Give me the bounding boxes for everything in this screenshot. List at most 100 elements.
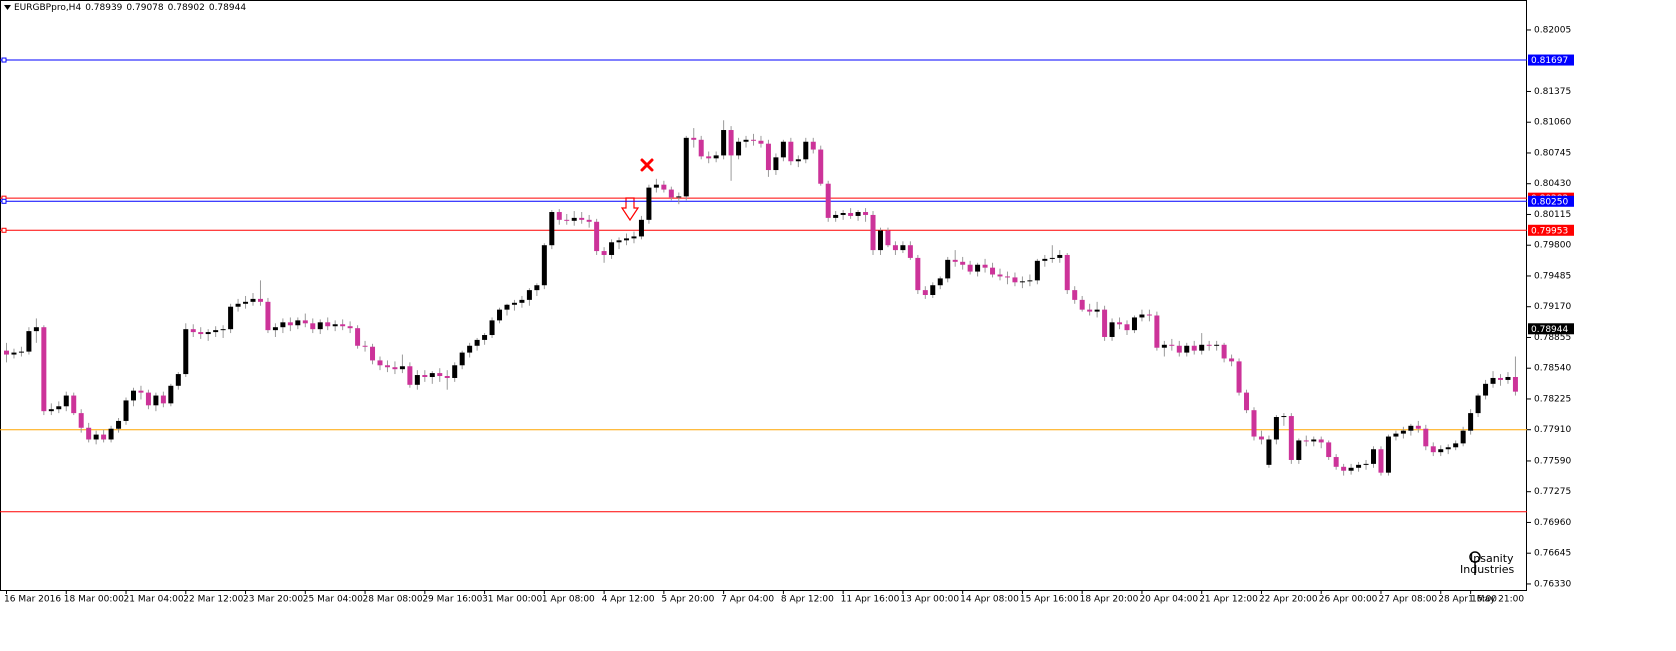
candle-body xyxy=(287,322,293,326)
candle-body xyxy=(1498,377,1503,380)
candle-body xyxy=(765,143,771,171)
candle-body xyxy=(773,157,779,171)
candle-body xyxy=(1019,281,1025,283)
y-tick-label: 0.77910 xyxy=(1534,425,1571,435)
candle-body xyxy=(877,230,883,251)
candle-body xyxy=(1161,344,1167,348)
candle-body xyxy=(317,322,323,330)
candle-body xyxy=(429,373,435,377)
candle-body xyxy=(347,326,353,329)
candle-body xyxy=(504,304,510,310)
close: 0.78944 xyxy=(208,3,247,13)
x-tick-label: 1 Apr 08:00 xyxy=(542,595,595,605)
candle-body xyxy=(332,324,338,327)
y-tick-label: 0.76330 xyxy=(1534,579,1571,589)
symbol: EURGBPpro,H4 xyxy=(14,3,82,13)
candle-body xyxy=(1154,315,1160,348)
candle-body xyxy=(1199,344,1205,351)
x-tick-label: 18 Mar 00:00 xyxy=(64,595,124,605)
candle-body xyxy=(967,264,973,272)
candle-body xyxy=(1139,314,1145,318)
candle-body xyxy=(691,137,697,140)
y-tick-label: 0.76960 xyxy=(1534,518,1571,528)
candle-body xyxy=(1221,344,1227,359)
level-anchor xyxy=(1,198,7,204)
candle-body xyxy=(713,155,719,159)
candle-body xyxy=(205,332,211,335)
candle-body xyxy=(848,213,854,216)
candle-body xyxy=(1423,428,1429,447)
candle-body xyxy=(1049,257,1055,259)
candle-body xyxy=(594,221,600,252)
candle-body xyxy=(459,352,465,366)
candle-body xyxy=(474,339,480,346)
candle-body xyxy=(295,320,301,326)
x-tick-label: 29 Mar 16:00 xyxy=(422,595,482,605)
y-tick-label: 0.78225 xyxy=(1534,394,1571,404)
candle-body xyxy=(18,351,24,353)
candle-body xyxy=(1229,358,1235,362)
x-tick-label: 22 Apr 20:00 xyxy=(1259,595,1318,605)
candle-body xyxy=(863,212,869,215)
candle-body xyxy=(101,434,107,440)
candle-body xyxy=(63,395,69,407)
candle-body xyxy=(243,301,249,304)
candle-body xyxy=(676,196,682,198)
candle-body xyxy=(1109,322,1115,337)
y-tick-label: 0.79485 xyxy=(1534,271,1571,281)
candle-body xyxy=(1288,416,1294,460)
candle-body xyxy=(265,301,271,331)
sell-signal xyxy=(640,158,654,172)
y-tick-label: 0.82005 xyxy=(1534,25,1571,35)
candle-body xyxy=(362,345,368,347)
x-tick-label: 4 Apr 12:00 xyxy=(602,595,655,605)
current-price-bg xyxy=(1528,323,1574,335)
candle-body xyxy=(153,395,159,406)
x-tick-label: 20 Apr 04:00 xyxy=(1139,595,1198,605)
level-label-bg xyxy=(1528,54,1574,66)
candle-body xyxy=(138,390,144,393)
candle-body xyxy=(190,329,196,333)
candle-body xyxy=(601,251,607,255)
candle-body xyxy=(541,245,547,286)
candle-body xyxy=(1453,443,1459,448)
candle-body xyxy=(706,156,712,159)
x-tick-label: 26 Apr 00:00 xyxy=(1319,595,1378,605)
y-tick-label: 0.78855 xyxy=(1534,333,1571,343)
watermark-logo xyxy=(1469,551,1481,575)
candle-body xyxy=(228,306,234,330)
level-label-bg xyxy=(1528,195,1574,207)
candle-body xyxy=(1251,410,1257,437)
x-tick-label: 28 Apr 16:00 xyxy=(1438,595,1497,605)
candle-body xyxy=(407,366,413,385)
y-tick-label: 0.80115 xyxy=(1534,210,1571,220)
candle-body xyxy=(497,309,503,321)
candle-body xyxy=(302,320,308,324)
candle-body xyxy=(41,327,47,412)
candle-body xyxy=(1483,383,1489,396)
menu-triangle[interactable] xyxy=(4,5,11,10)
candle-body xyxy=(818,149,824,184)
candle-body xyxy=(384,365,390,368)
candle-body xyxy=(997,274,1003,277)
candle-body xyxy=(780,141,786,158)
candle-body xyxy=(1438,449,1444,453)
candle-body xyxy=(1318,439,1324,443)
candle-body xyxy=(751,139,756,141)
x-tick-label: 27 Apr 08:00 xyxy=(1378,595,1437,605)
level-label: 0.80250 xyxy=(1531,197,1568,207)
candle-body xyxy=(340,324,346,327)
candle-body xyxy=(653,184,659,188)
y-tick-label: 0.81375 xyxy=(1534,87,1571,97)
candle-body xyxy=(145,392,151,406)
level-label: 0.81697 xyxy=(1531,56,1568,66)
x-tick-label: 25 Mar 04:00 xyxy=(303,595,363,605)
candle-body xyxy=(960,261,966,265)
candle-body xyxy=(1072,290,1078,300)
candle-body xyxy=(220,329,226,331)
level-anchor xyxy=(1,57,7,63)
level-label: 0.79953 xyxy=(1531,226,1568,236)
candle-body xyxy=(1333,457,1339,467)
x-tick-label: 7 Apr 04:00 xyxy=(721,595,774,605)
candle-body xyxy=(1027,280,1033,282)
